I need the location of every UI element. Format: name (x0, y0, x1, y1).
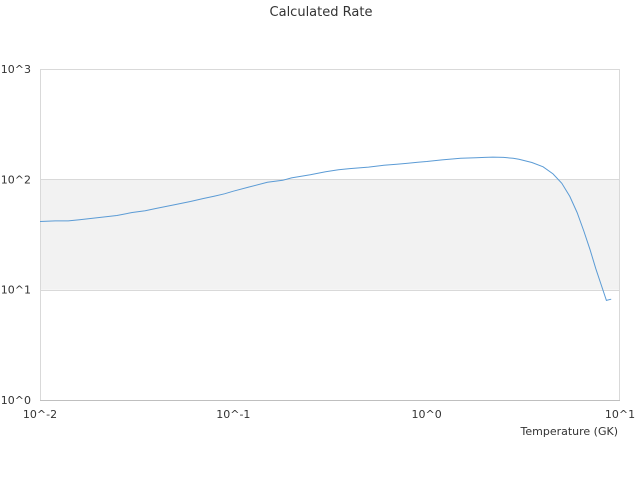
grid-lines (40, 69, 620, 401)
tick-labels: 10^0 10^1 10^2 10^3 10^-2 10^-1 10^0 10^1 (1, 63, 635, 421)
rate-series-line (39, 156, 612, 301)
series-layer (39, 156, 612, 301)
x-axis-title: Temperature (GK) (520, 425, 619, 438)
y-tick-label: 10^3 (1, 63, 31, 76)
grid-band (40, 179, 620, 290)
y-tick-label: 10^2 (1, 173, 31, 186)
grid-band (40, 289, 620, 400)
x-tick-label: 10^-2 (23, 408, 57, 421)
grid-band (40, 69, 620, 180)
grid-bands (40, 69, 620, 400)
x-tick-label: 10^1 (605, 408, 635, 421)
x-tick-label: 10^-1 (216, 408, 250, 421)
chart-title: Calculated Rate (270, 5, 373, 20)
x-tick-label: 10^0 (412, 408, 442, 421)
y-tick-label: 10^1 (1, 284, 31, 297)
y-tick-label: 10^0 (1, 394, 31, 407)
